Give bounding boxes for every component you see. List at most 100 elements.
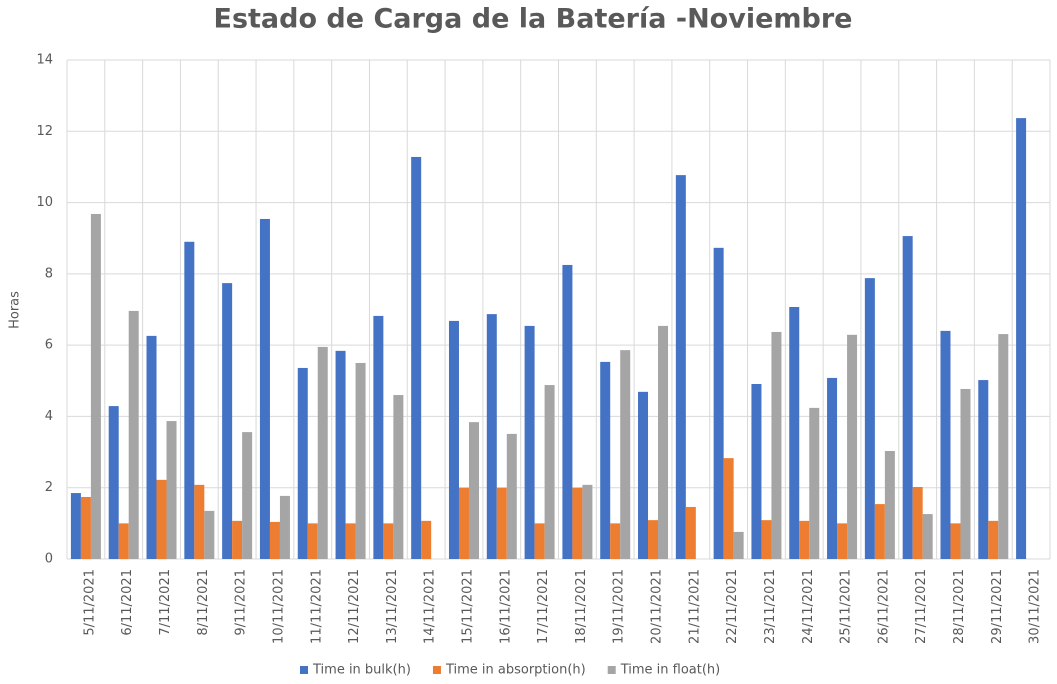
bar <box>658 325 669 559</box>
bar <box>486 314 497 559</box>
bar <box>259 218 270 559</box>
x-tick-label: 29/11/2021 <box>990 569 1005 644</box>
bar <box>864 278 875 559</box>
x-tick-label: 8/11/2021 <box>196 569 211 636</box>
legend-swatch <box>432 666 441 674</box>
legend-label: Time in bulk(h) <box>312 663 411 678</box>
bar <box>799 520 810 559</box>
bar <box>733 531 744 559</box>
x-tick-label: 25/11/2021 <box>839 569 854 644</box>
bar <box>335 350 346 559</box>
bar <box>80 496 91 559</box>
x-tick-label: 27/11/2021 <box>914 569 929 644</box>
y-tick-label: 0 <box>45 552 53 567</box>
bar <box>771 331 782 559</box>
bar <box>884 451 895 559</box>
bar <box>940 330 951 559</box>
x-tick-label: 5/11/2021 <box>82 569 97 636</box>
legend-label: Time in float(h) <box>620 663 721 678</box>
bar <box>713 247 724 559</box>
bar <box>1016 118 1027 560</box>
bar <box>620 350 631 559</box>
bar <box>232 520 243 559</box>
bar <box>751 383 762 559</box>
bar <box>297 367 308 559</box>
bar <box>922 514 933 559</box>
bar <box>837 523 848 559</box>
x-tick-label: 24/11/2021 <box>801 569 816 644</box>
x-tick-label: 26/11/2021 <box>876 569 891 644</box>
bar <box>534 523 545 559</box>
bar <box>950 523 961 559</box>
y-axis-label: Horas <box>8 291 23 329</box>
bar <box>524 325 535 559</box>
bar <box>118 523 129 559</box>
bar <box>572 487 583 559</box>
bar <box>978 380 989 559</box>
bar <box>242 432 253 559</box>
bar <box>108 406 119 559</box>
bar <box>373 315 384 559</box>
bar <box>506 433 517 559</box>
x-tick-label: 20/11/2021 <box>650 569 665 644</box>
bar <box>383 523 394 559</box>
x-tick-label: 21/11/2021 <box>687 569 702 644</box>
bar <box>809 407 820 559</box>
bar <box>723 458 734 559</box>
bar <box>156 479 167 559</box>
x-tick-label: 7/11/2021 <box>158 569 173 636</box>
chart-title: Estado de Carga de la Batería -Noviembre <box>214 4 853 35</box>
y-tick-label: 12 <box>36 124 53 139</box>
bar <box>600 361 611 559</box>
bar <box>184 241 195 559</box>
x-tick-label: 9/11/2021 <box>234 569 249 636</box>
bar <box>761 520 772 559</box>
bar <box>128 310 139 559</box>
bar <box>90 213 101 559</box>
bar <box>317 346 328 559</box>
y-tick-label: 4 <box>45 409 53 424</box>
bar <box>204 510 215 559</box>
bar <box>146 335 157 559</box>
x-tick-label: 19/11/2021 <box>612 569 627 644</box>
bar <box>307 523 318 559</box>
x-tick-label: 14/11/2021 <box>423 569 438 644</box>
x-tick-label: 22/11/2021 <box>725 569 740 644</box>
bar <box>70 493 81 559</box>
x-tick-label: 11/11/2021 <box>309 569 324 644</box>
bar <box>355 362 366 559</box>
x-tick-label: 17/11/2021 <box>536 569 551 644</box>
bar <box>789 307 800 559</box>
bar <box>496 487 507 559</box>
x-tick-label: 15/11/2021 <box>460 569 475 644</box>
y-tick-label: 6 <box>45 338 53 353</box>
bar <box>345 523 356 559</box>
bar <box>902 236 913 559</box>
bar <box>847 334 858 559</box>
x-tick-label: 12/11/2021 <box>347 569 362 644</box>
x-tick-label: 16/11/2021 <box>498 569 513 644</box>
bar <box>960 388 971 559</box>
x-tick-label: 28/11/2021 <box>952 569 967 644</box>
bar <box>421 520 432 559</box>
x-tick-label: 13/11/2021 <box>385 569 400 644</box>
x-tick-label: 6/11/2021 <box>120 569 135 636</box>
bar <box>685 506 696 559</box>
y-tick-label: 14 <box>36 53 53 68</box>
bar <box>998 334 1009 559</box>
y-tick-label: 8 <box>45 266 53 281</box>
bar <box>648 520 659 559</box>
bar <box>874 504 885 559</box>
legend-swatch <box>300 666 308 674</box>
x-tick-label: 23/11/2021 <box>763 569 778 644</box>
bar <box>638 391 649 559</box>
bar <box>279 495 290 559</box>
legend-swatch <box>607 666 616 674</box>
bar <box>988 520 999 559</box>
y-tick-label: 10 <box>36 195 53 210</box>
bar <box>582 484 593 559</box>
x-tick-label: 30/11/2021 <box>1028 569 1043 644</box>
bar <box>393 395 404 559</box>
bar <box>166 421 177 559</box>
